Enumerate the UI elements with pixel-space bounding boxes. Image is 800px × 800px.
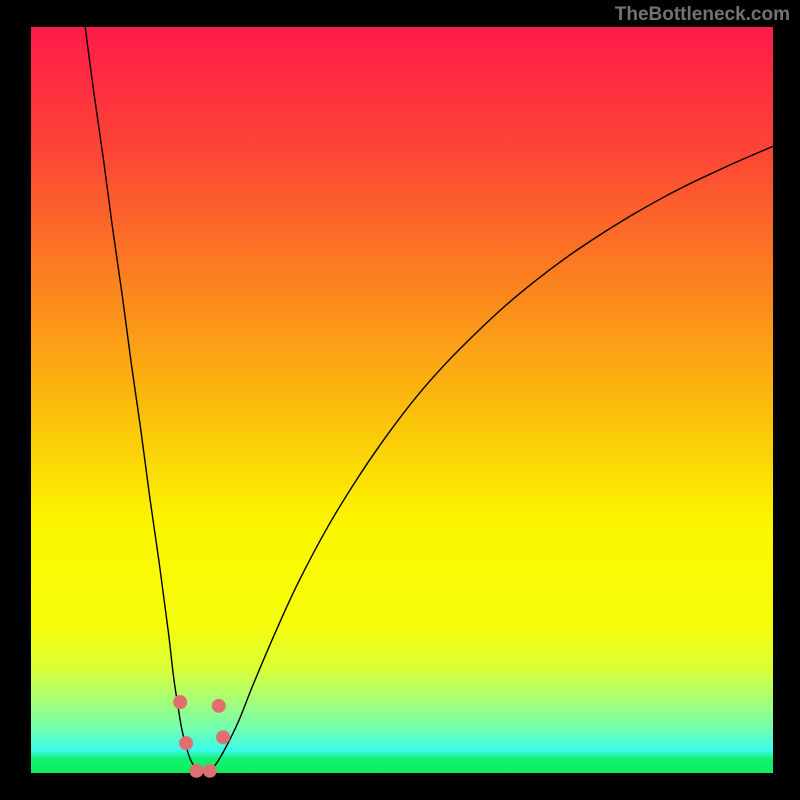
chart-container: TheBottleneck.com <box>0 0 800 800</box>
data-marker <box>179 736 193 750</box>
data-marker <box>203 764 217 778</box>
data-marker <box>173 695 187 709</box>
data-marker <box>216 730 230 744</box>
curve-left-branch <box>85 27 204 773</box>
curve-overlay <box>0 0 800 800</box>
data-marker <box>212 699 226 713</box>
data-marker <box>189 764 203 778</box>
watermark-text: TheBottleneck.com <box>615 4 790 26</box>
curve-right-branch <box>204 146 773 773</box>
